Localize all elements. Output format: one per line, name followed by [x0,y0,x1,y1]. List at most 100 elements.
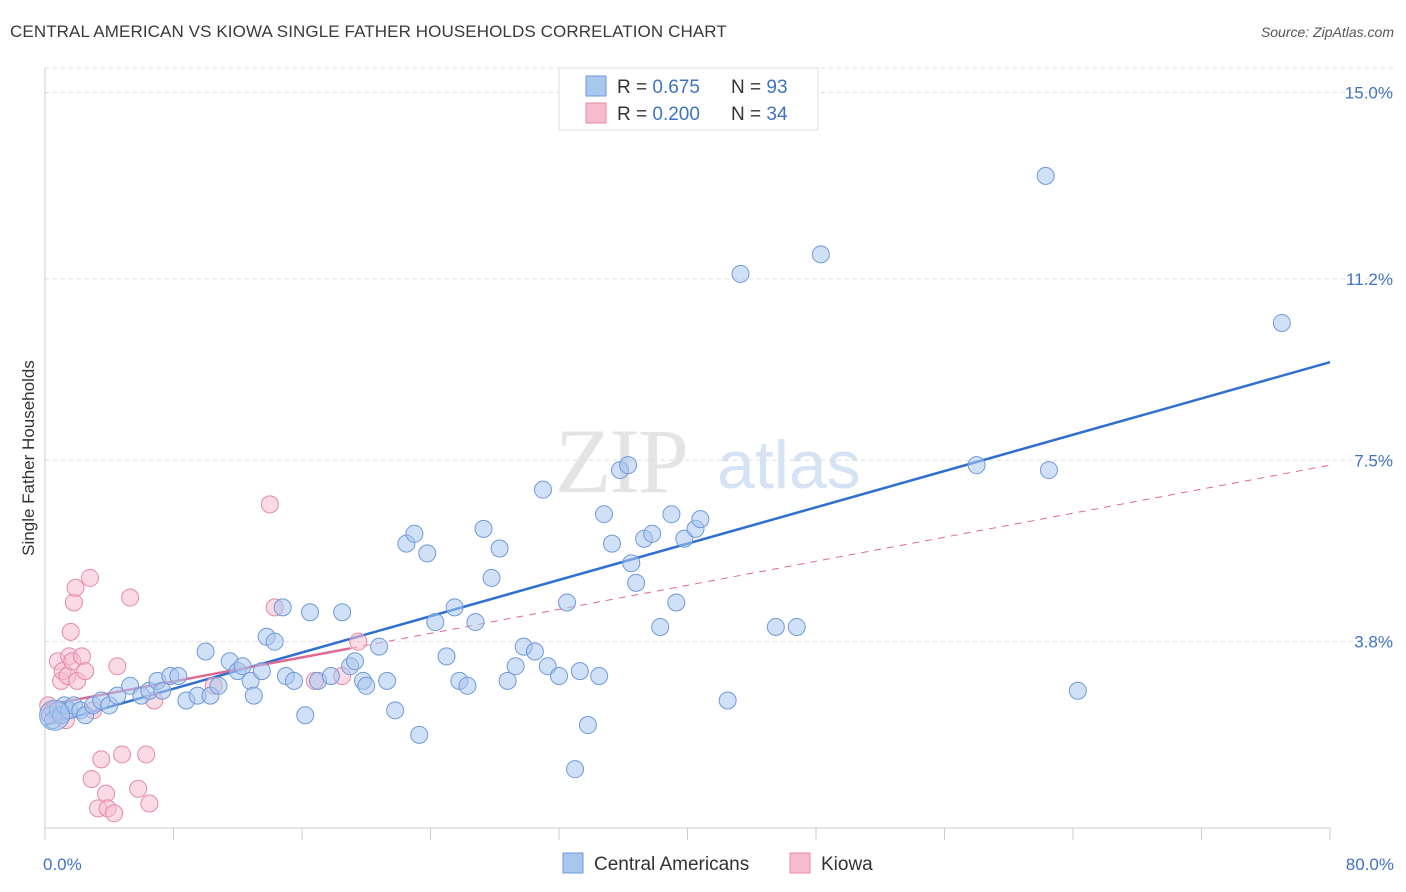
point-central-americans [490,539,509,558]
point-central-americans [1036,166,1055,185]
point-kiowa [76,662,95,681]
point-central-americans [370,637,389,656]
bottom-legend-swatch-kiowa[interactable] [789,852,811,874]
point-central-americans [533,480,552,499]
series-legend: Central Americans Kiowa [562,852,873,875]
legend-r-value-2: 0.200 [652,104,700,125]
bottom-legend-swatch-central-americans[interactable] [562,852,584,874]
point-central-americans [301,603,320,622]
point-kiowa [121,588,140,607]
legend-n-value-2: 34 [766,104,788,125]
point-central-americans [296,706,315,725]
point-central-americans [346,652,365,671]
point-central-americans [643,524,662,543]
point-central-americans [466,613,485,632]
point-central-americans [252,662,271,681]
point-central-americans [731,264,750,283]
legend-n-label-2: N = [731,104,766,125]
svg-text:N = 34: N = 34 [731,104,788,125]
point-central-americans [321,667,340,685]
svg-text:N = 93: N = 93 [731,77,788,98]
point-central-americans [233,657,252,676]
y-tick-label: 11.2% [1346,270,1393,289]
point-kiowa [108,657,127,676]
point-kiowa [140,794,159,813]
point-kiowa [349,632,368,651]
watermark-atlas: atlas [717,427,861,503]
point-central-americans [662,505,681,524]
point-central-americans [603,534,622,553]
legend-r-label-2: R = [617,104,652,125]
point-central-americans [811,245,830,264]
point-central-americans [357,676,376,695]
point-central-americans [525,642,544,661]
legend-n-label-1: N = [731,77,766,98]
point-central-americans [550,667,568,685]
point-central-americans [265,632,284,651]
scatter-points [39,166,1291,823]
point-central-americans [787,617,806,636]
point-kiowa [72,647,91,666]
point-central-americans [386,701,405,720]
point-kiowa [82,769,101,788]
point-central-americans [445,598,464,617]
point-central-americans [594,505,613,524]
point-central-americans [273,598,292,617]
point-central-americans [209,676,228,695]
legend-n-value-1: 93 [766,77,787,98]
point-central-americans [39,699,71,731]
legend-swatch-central-americans [585,75,607,97]
point-central-americans [244,686,263,705]
point-central-americans [333,603,352,622]
point-kiowa [80,568,99,587]
stats-legend: R = 0.675 N = 93 R = 0.200 N = 34 [558,67,819,131]
point-central-americans [558,593,577,612]
point-central-americans [627,573,646,592]
point-central-americans [766,617,785,636]
trend-line-kiowa-extension [350,464,1331,649]
source-label: Source: ZipAtlas.com [1260,24,1394,40]
point-central-americans [410,725,429,744]
point-central-americans [426,613,445,632]
point-kiowa [113,745,132,764]
point-central-americans [566,760,585,779]
point-kiowa [260,495,279,514]
bottom-legend-label-kiowa[interactable]: Kiowa [821,854,873,875]
x-tick-label-max: 80.0% [1346,855,1394,874]
x-tick-label-min: 0.0% [43,855,82,874]
point-central-americans [622,554,641,573]
point-central-americans [667,593,686,612]
point-central-americans [196,642,215,661]
y-tick-label: 7.5% [1354,451,1393,470]
point-central-americans [482,568,501,587]
point-central-americans [1068,681,1087,700]
point-kiowa [92,750,111,769]
point-central-americans [378,671,397,690]
point-kiowa [129,779,148,798]
point-kiowa [137,745,156,764]
y-tick-label: 3.8% [1354,633,1393,652]
point-kiowa [61,622,80,641]
svg-text:R = 0.200: R = 0.200 [617,104,700,125]
point-central-americans [578,716,597,735]
point-central-americans [498,671,517,690]
point-central-americans [169,667,188,685]
point-central-americans [437,647,456,666]
x-axis-ticks [44,828,1331,840]
point-central-americans [108,686,127,705]
y-axis-label: Single Father Households [19,360,38,556]
point-central-americans [691,510,710,529]
svg-text:R = 0.675: R = 0.675 [617,77,700,98]
point-central-americans [458,676,477,695]
point-central-americans [418,544,437,563]
point-central-americans [651,617,670,636]
legend-r-value-1: 0.675 [652,77,700,98]
point-central-americans [405,524,424,543]
chart-title: CENTRAL AMERICAN VS KIOWA SINGLE FATHER … [10,22,727,41]
point-central-americans [590,667,609,685]
point-central-americans [619,456,638,475]
y-tick-labels: 3.8% 7.5% 11.2% 15.0% [1345,84,1393,652]
point-central-americans [718,691,737,710]
bottom-legend-label-central-americans[interactable]: Central Americans [594,854,749,875]
